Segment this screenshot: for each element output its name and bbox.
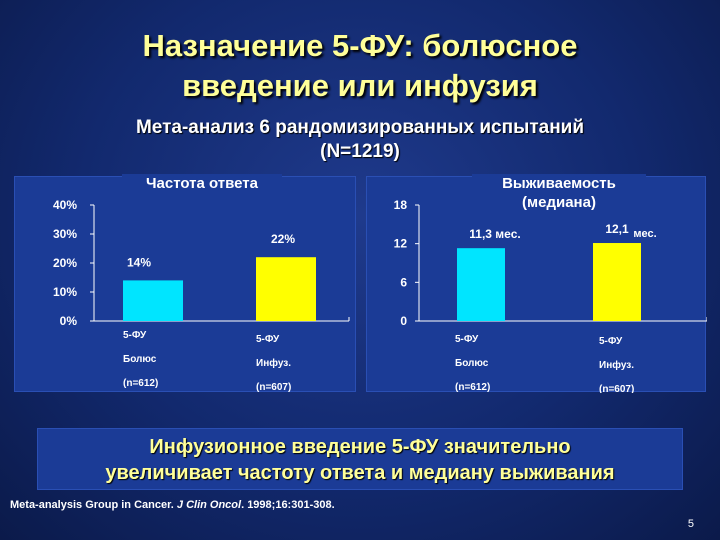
survival-category-labels: 5-ФУ Болюс (n=612) 5-ФУ Инфуз. (n=607): [455, 334, 634, 395]
conclusion-box: Инфузионное введение 5-ФУ значительно ув…: [37, 428, 683, 490]
slide-title-line2: введение или инфузия: [182, 68, 538, 103]
reference-authors: Meta-analysis Group in Cancer.: [10, 499, 177, 511]
y-tick-label: 0%: [60, 314, 78, 328]
slide-title-line1: Назначение 5-ФУ: болюсное: [142, 28, 578, 63]
survival-bars: [457, 243, 641, 321]
category-1-line2: Болюс: [455, 358, 489, 369]
response-rate-title: Частота ответа: [122, 174, 282, 196]
category-2-line2: Инфуз.: [599, 359, 634, 371]
subtitle-line1: Мета-анализ 6 рандомизированных испытани…: [135, 117, 585, 138]
data-label-1: 14%: [127, 255, 151, 269]
slide-subtitle: Мета-анализ 6 рандомизированных испытани…: [0, 116, 720, 164]
page-number: 5: [687, 518, 694, 530]
response-rate-title-text: Частота ответа: [145, 175, 258, 192]
response-rate-category-labels: 5-ФУ Болюс (n=612) 5-ФУ Инфуз. (n=607): [123, 330, 291, 393]
y-tick-label: 12: [394, 237, 408, 251]
category-2-line3: (n=607): [256, 382, 291, 393]
bar-2: [256, 257, 316, 321]
conclusion-line1: Инфузионное введение 5-ФУ значительно: [149, 436, 571, 458]
reference-details: . 1998;16:301-308.: [241, 499, 335, 511]
response-rate-chart-panel: 0% 10% 20% 30% 40% 14% 22% 5-ФУ Болюс (n=612) 5-…: [14, 176, 356, 422]
survival-title-line1: Выживаемость: [502, 175, 616, 192]
y-tick-label: 0: [400, 314, 407, 328]
y-tick-label: 40%: [53, 198, 77, 212]
response-rate-tick-labels: 0% 10% 20% 30% 40%: [53, 198, 77, 328]
data-label-1: 11,3 мес.: [469, 227, 520, 241]
category-1-line3: (n=612): [455, 382, 490, 393]
survival-tick-labels: 0 6 12 18: [394, 198, 408, 328]
survival-chart-panel: 0 6 12 18 11,3 мес. 12,1 мес. 5-ФУ Болюс (n=612…: [366, 176, 708, 416]
category-1-line1: 5-ФУ: [455, 334, 479, 345]
y-tick-label: 20%: [53, 256, 77, 270]
reference-journal: J Clin Oncol: [176, 499, 242, 511]
response-rate-chart: 0%10%20%30%40% 14%22% 5-ФУБолюс(n=612)5-…: [53, 198, 350, 422]
bar-1: [123, 280, 183, 321]
category-2-line1: 5-ФУ: [599, 336, 623, 347]
survival-data-labels: 11,3 мес. 12,1 мес.: [469, 222, 656, 241]
category-1-line3: (n=612): [123, 378, 158, 389]
slide-title: Назначение 5-ФУ: болюсное введение или и…: [0, 26, 720, 106]
data-label-2: 12,1: [605, 222, 629, 236]
y-tick-label: 10%: [53, 285, 77, 299]
category-2-line3: (n=607): [599, 384, 634, 393]
data-label-2: 22%: [271, 232, 295, 246]
conclusion-line2: увеличивает частоту ответа и медиану выж…: [105, 462, 615, 484]
response-rate-data-labels: 14% 22%: [127, 232, 295, 269]
category-2-line2: Инфуз.: [256, 357, 291, 369]
bar-2: [593, 243, 641, 321]
survival-title-line2: (медиана): [522, 194, 596, 211]
category-1-line1: 5-ФУ: [123, 330, 147, 341]
survival-chart: 0 6 12 18 11,3 мес. 12,1 мес. 5-ФУ Болюс (n=612…: [394, 198, 708, 416]
survival-title: Выживаемость (медиана): [472, 174, 646, 218]
subtitle-line2: (N=1219): [320, 141, 400, 162]
y-tick-label: 6: [400, 275, 407, 289]
y-tick-label: 18: [394, 198, 408, 212]
bar-1: [457, 248, 505, 321]
reference-citation: Meta-analysis Group in Cancer. J Clin On…: [10, 499, 335, 511]
response-rate-bars: [123, 257, 316, 321]
category-1-line2: Болюс: [123, 354, 157, 365]
data-label-2-unit: мес.: [633, 228, 656, 240]
category-2-line1: 5-ФУ: [256, 334, 280, 345]
y-tick-label: 30%: [53, 227, 77, 241]
